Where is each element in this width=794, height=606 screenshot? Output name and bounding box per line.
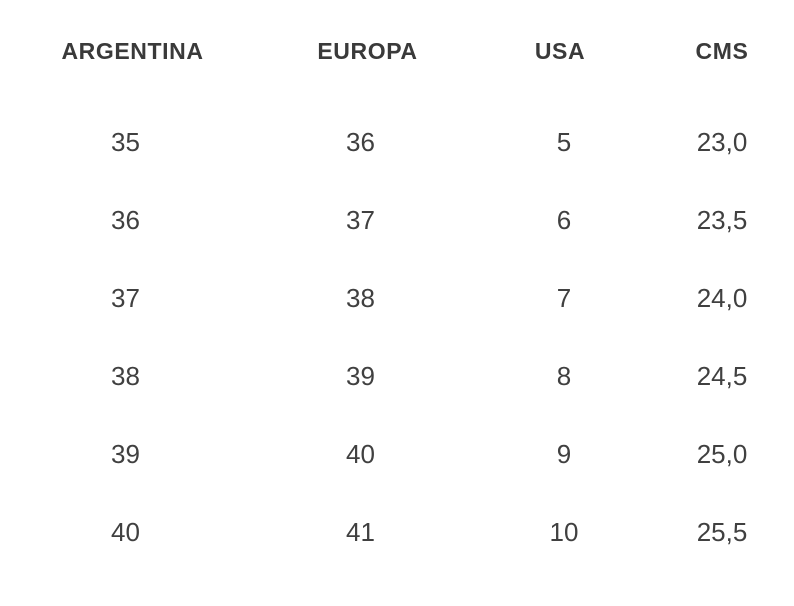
cell-europa: 36 [346,126,375,157]
cell-usa: 10 [549,516,579,547]
cell-usa: 5 [556,126,572,157]
cell-usa: 7 [556,282,572,313]
column-header-usa: USA [534,38,586,64]
cell-argentina: 36 [111,204,140,235]
cell-argentina: 40 [111,516,140,547]
cell-argentina: 39 [111,438,140,469]
cell-europa: 39 [346,360,375,391]
column-header-europa: EUROPA [317,38,418,64]
cell-cms: 24,5 [696,360,748,391]
column-header-cms: CMS [695,38,749,64]
table-row: 40 41 10 25,5 [0,493,794,571]
column-header-argentina: ARGENTINA [61,38,204,64]
cell-cms: 25,5 [696,516,748,547]
cell-europa: 37 [346,204,375,235]
cell-usa: 9 [556,438,572,469]
table-row: 39 40 9 25,0 [0,415,794,493]
size-conversion-table: ARGENTINA EUROPA USA CMS 35 36 5 23,0 36… [0,0,794,571]
table-row: 37 38 7 24,0 [0,259,794,337]
cell-argentina: 37 [111,282,140,313]
table-row: 35 36 5 23,0 [0,103,794,181]
table-header-row: ARGENTINA EUROPA USA CMS [0,0,794,103]
table-row: 38 39 8 24,5 [0,337,794,415]
cell-argentina: 35 [111,126,140,157]
table-header: ARGENTINA EUROPA USA CMS [0,0,794,103]
cell-usa: 6 [556,204,572,235]
cell-argentina: 38 [111,360,140,391]
cell-usa: 8 [556,360,572,391]
cell-cms: 23,5 [696,204,748,235]
table-body: 35 36 5 23,0 36 37 6 23,5 37 38 7 24,0 3… [0,103,794,571]
cell-cms: 23,0 [696,126,748,157]
table-row: 36 37 6 23,5 [0,181,794,259]
cell-europa: 41 [346,516,375,547]
cell-europa: 40 [346,438,375,469]
cell-europa: 38 [346,282,375,313]
cell-cms: 25,0 [696,438,748,469]
cell-cms: 24,0 [696,282,748,313]
